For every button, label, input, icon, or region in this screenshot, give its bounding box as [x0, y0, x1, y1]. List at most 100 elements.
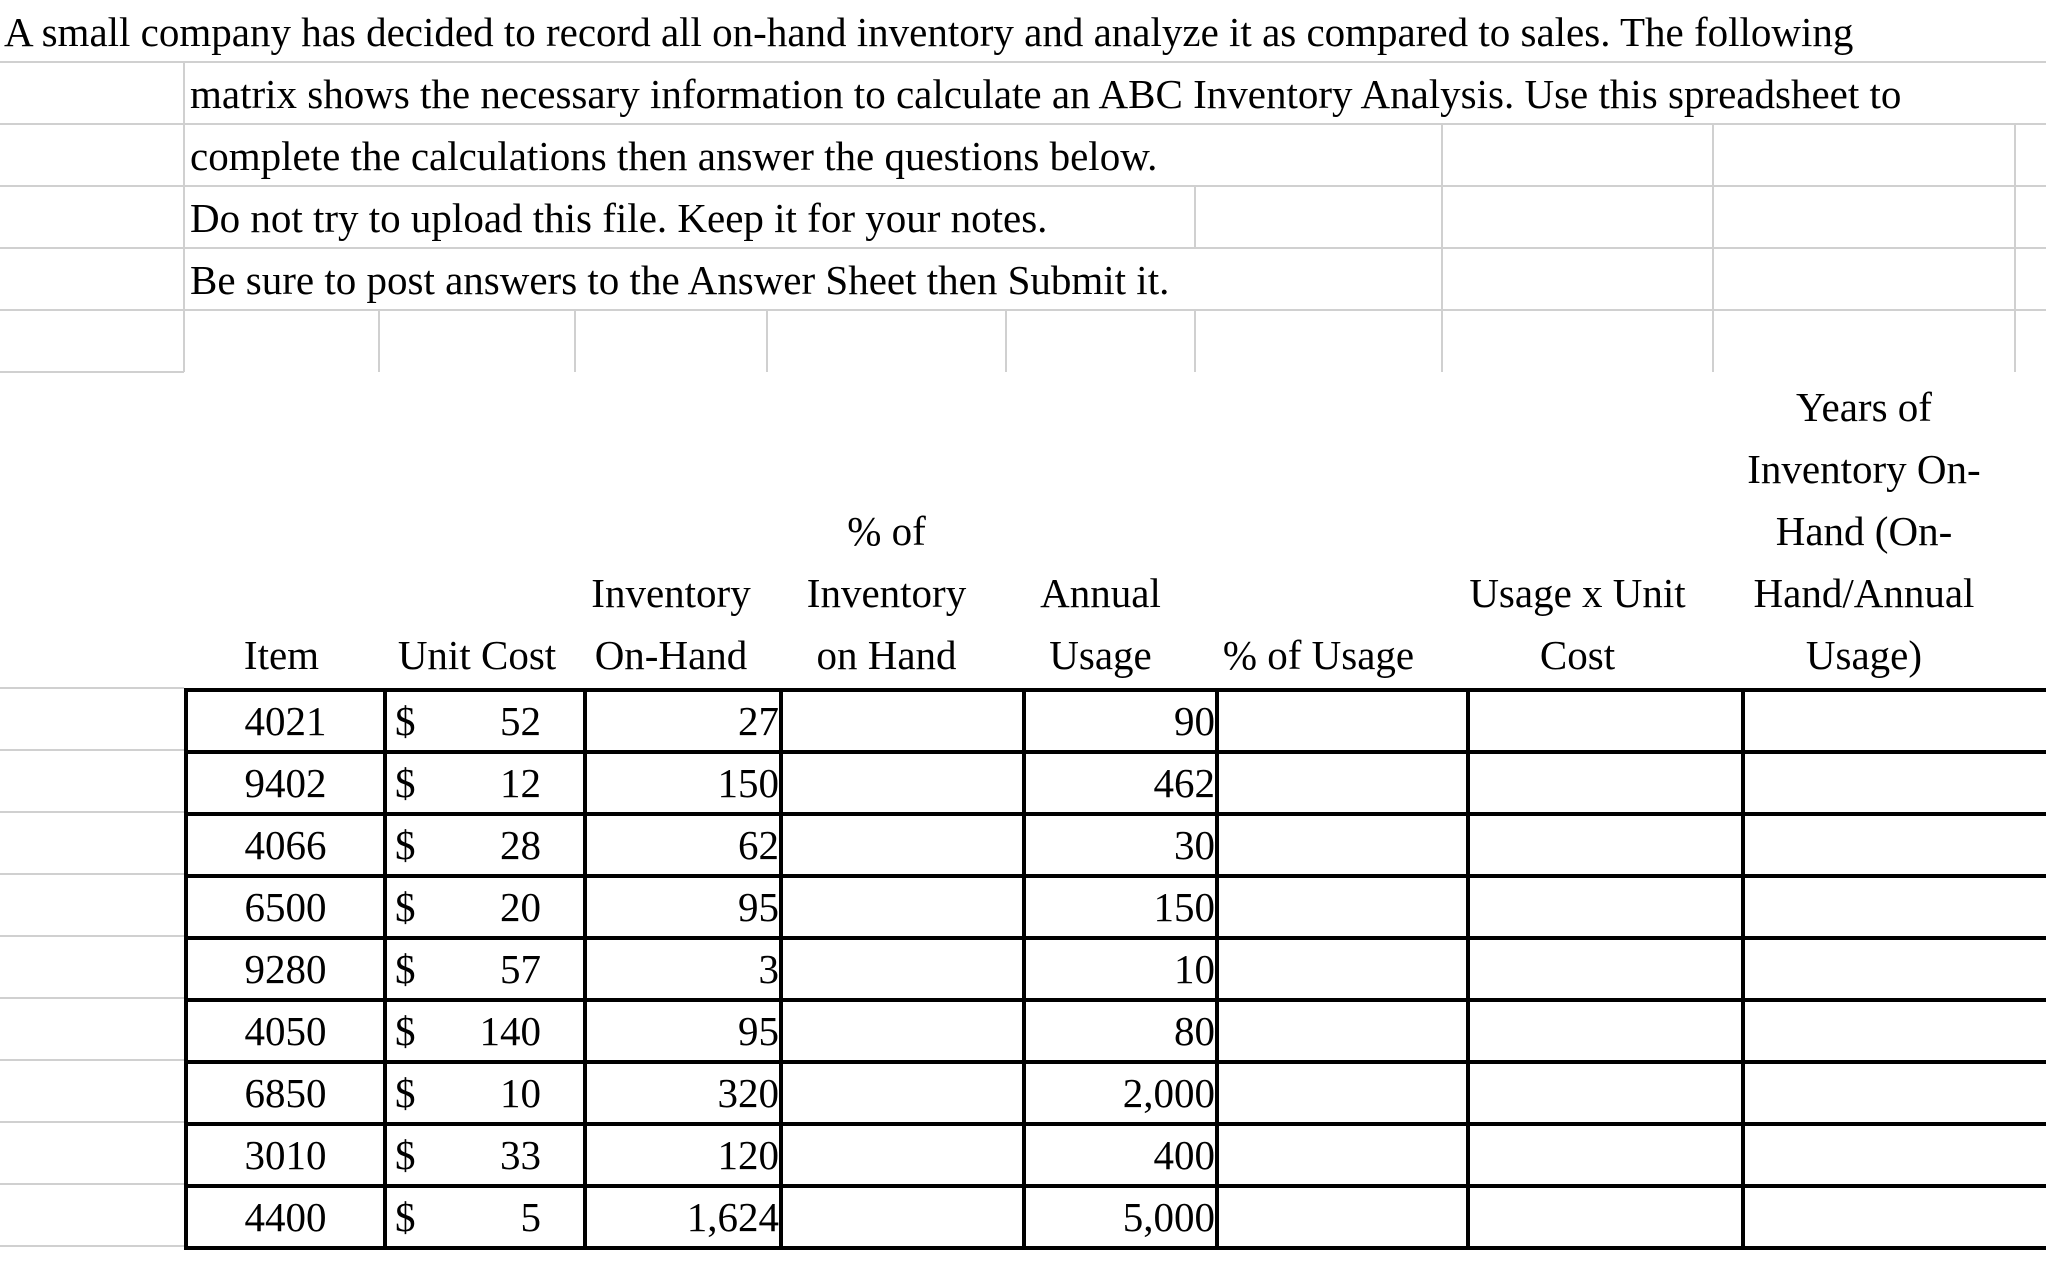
currency-symbol: $: [395, 1008, 416, 1054]
cell-annual-usage[interactable]: 462: [1022, 750, 1219, 816]
cell-unit-cost[interactable]: $12: [383, 750, 587, 816]
unit-cost-value: 5: [520, 1194, 542, 1240]
cell-inventory-on-hand[interactable]: 95: [583, 874, 783, 940]
cell-annual-usage[interactable]: 400: [1022, 1122, 1219, 1188]
cell-years-of-inventory-on-hand[interactable]: [1741, 936, 2046, 1002]
unit-cost-value: 12: [500, 760, 541, 806]
column-header-pct-of-inventory-on-hand[interactable]: % of Inventory on Hand: [806, 508, 967, 678]
cell-inventory-on-hand[interactable]: 320: [583, 1060, 783, 1126]
cell-years-of-inventory-on-hand[interactable]: [1741, 688, 2046, 754]
table-row: 4021 $52 27 90: [184, 688, 2046, 754]
cell-usage-x-unit-cost[interactable]: [1466, 1060, 1745, 1126]
cell-usage-x-unit-cost[interactable]: [1466, 874, 1745, 940]
cell-annual-usage[interactable]: 5,000: [1022, 1184, 1219, 1250]
column-header-years-of-inventory-on-hand[interactable]: Years of Inventory On- Hand (On- Hand/An…: [1747, 384, 1981, 678]
sheet-grid-line: [1005, 310, 1007, 372]
cell-unit-cost[interactable]: $57: [383, 936, 587, 1002]
cell-unit-cost[interactable]: $20: [383, 874, 587, 940]
cell-pct-of-inventory-on-hand[interactable]: [779, 936, 1026, 1002]
currency-symbol: $: [395, 1132, 416, 1178]
table-column-headers: Item Unit Cost Inventory On-Hand % of Inven…: [184, 372, 2015, 688]
cell-pct-of-usage[interactable]: [1215, 688, 1470, 754]
column-header-usage-x-unit-cost[interactable]: Usage x Unit Cost: [1469, 570, 1686, 678]
cell-pct-of-usage[interactable]: [1215, 750, 1470, 816]
cell-pct-of-inventory-on-hand[interactable]: [779, 1122, 1026, 1188]
cell-pct-of-usage[interactable]: [1215, 998, 1470, 1064]
table-row: 6500 $20 95 150: [184, 874, 2046, 940]
cell-years-of-inventory-on-hand[interactable]: [1741, 1060, 2046, 1126]
cell-pct-of-inventory-on-hand[interactable]: [779, 1184, 1026, 1250]
cell-inventory-on-hand[interactable]: 95: [583, 998, 783, 1064]
column-header-item[interactable]: Item: [243, 632, 320, 678]
unit-cost-value: 140: [479, 1008, 542, 1054]
cell-usage-x-unit-cost[interactable]: [1466, 688, 1745, 754]
cell-pct-of-usage[interactable]: [1215, 1122, 1470, 1188]
inventory-table: 4021 $52 27 90 9402 $12 150 462 4066 $28 62 30 6500 $…: [184, 688, 2046, 1250]
column-header-unit-cost[interactable]: Unit Cost: [397, 632, 557, 678]
cell-years-of-inventory-on-hand[interactable]: [1741, 812, 2046, 878]
unit-cost-value: 52: [500, 698, 541, 744]
cell-item[interactable]: 9280: [184, 936, 387, 1002]
cell-pct-of-inventory-on-hand[interactable]: [779, 812, 1026, 878]
cell-pct-of-usage[interactable]: [1215, 1184, 1470, 1250]
currency-symbol: $: [395, 760, 416, 806]
sheet-grid-line: [0, 1245, 184, 1247]
column-header-annual-usage[interactable]: Annual Usage: [1040, 570, 1161, 678]
cell-years-of-inventory-on-hand[interactable]: [1741, 998, 2046, 1064]
cell-pct-of-inventory-on-hand[interactable]: [779, 750, 1026, 816]
column-header-inventory-on-hand[interactable]: Inventory On-Hand: [591, 570, 751, 678]
cell-years-of-inventory-on-hand[interactable]: [1741, 1184, 2046, 1250]
cell-years-of-inventory-on-hand[interactable]: [1741, 750, 2046, 816]
cell-inventory-on-hand[interactable]: 1,624: [583, 1184, 783, 1250]
cell-unit-cost[interactable]: $140: [383, 998, 587, 1064]
cell-inventory-on-hand[interactable]: 27: [583, 688, 783, 754]
cell-pct-of-inventory-on-hand[interactable]: [779, 874, 1026, 940]
cell-pct-of-usage[interactable]: [1215, 1060, 1470, 1126]
cell-inventory-on-hand[interactable]: 3: [583, 936, 783, 1002]
table-row: 4400 $5 1,624 5,000: [184, 1184, 2046, 1250]
cell-inventory-on-hand[interactable]: 150: [583, 750, 783, 816]
cell-unit-cost[interactable]: $52: [383, 688, 587, 754]
cell-unit-cost[interactable]: $33: [383, 1122, 587, 1188]
cell-pct-of-usage[interactable]: [1215, 874, 1470, 940]
cell-usage-x-unit-cost[interactable]: [1466, 1122, 1745, 1188]
cell-annual-usage[interactable]: 80: [1022, 998, 1219, 1064]
unit-cost-value: 33: [500, 1132, 541, 1178]
cell-pct-of-usage[interactable]: [1215, 812, 1470, 878]
cell-pct-of-inventory-on-hand[interactable]: [779, 688, 1026, 754]
cell-usage-x-unit-cost[interactable]: [1466, 1184, 1745, 1250]
cell-usage-x-unit-cost[interactable]: [1466, 750, 1745, 816]
cell-years-of-inventory-on-hand[interactable]: [1741, 1122, 2046, 1188]
cell-annual-usage[interactable]: 10: [1022, 936, 1219, 1002]
cell-inventory-on-hand[interactable]: 62: [583, 812, 783, 878]
cell-annual-usage[interactable]: 30: [1022, 812, 1219, 878]
cell-item[interactable]: 4021: [184, 688, 387, 754]
cell-item[interactable]: 6850: [184, 1060, 387, 1126]
sheet-grid-line: [0, 185, 2046, 187]
instruction-row-2: matrix shows the necessary information t…: [190, 71, 1902, 117]
cell-inventory-on-hand[interactable]: 120: [583, 1122, 783, 1188]
cell-annual-usage[interactable]: 90: [1022, 688, 1219, 754]
cell-years-of-inventory-on-hand[interactable]: [1741, 874, 2046, 940]
cell-item[interactable]: 4400: [184, 1184, 387, 1250]
cell-pct-of-inventory-on-hand[interactable]: [779, 998, 1026, 1064]
cell-item[interactable]: 9402: [184, 750, 387, 816]
cell-item[interactable]: 4050: [184, 998, 387, 1064]
cell-annual-usage[interactable]: 150: [1022, 874, 1219, 940]
cell-unit-cost[interactable]: $28: [383, 812, 587, 878]
cell-unit-cost[interactable]: $5: [383, 1184, 587, 1250]
cell-usage-x-unit-cost[interactable]: [1466, 812, 1745, 878]
cell-unit-cost[interactable]: $10: [383, 1060, 587, 1126]
cell-usage-x-unit-cost[interactable]: [1466, 936, 1745, 1002]
cell-item[interactable]: 6500: [184, 874, 387, 940]
cell-pct-of-inventory-on-hand[interactable]: [779, 1060, 1026, 1126]
cell-pct-of-usage[interactable]: [1215, 936, 1470, 1002]
cell-usage-x-unit-cost[interactable]: [1466, 998, 1745, 1064]
cell-annual-usage[interactable]: 2,000: [1022, 1060, 1219, 1126]
cell-item[interactable]: 3010: [184, 1122, 387, 1188]
column-header-pct-of-usage[interactable]: % of Usage: [1222, 632, 1415, 678]
sheet-grid-line: [1194, 186, 1196, 248]
cell-item[interactable]: 4066: [184, 812, 387, 878]
sheet-grid-line: [0, 687, 184, 689]
